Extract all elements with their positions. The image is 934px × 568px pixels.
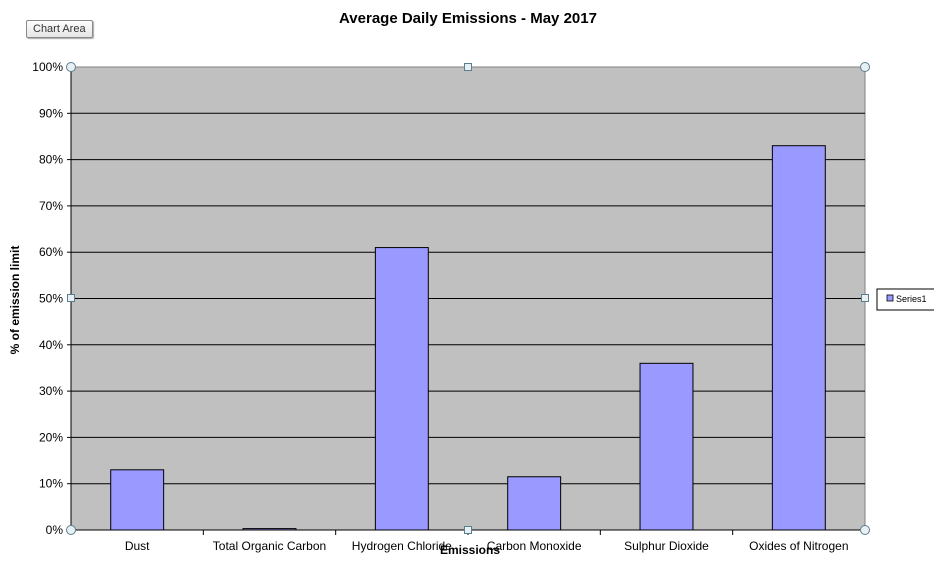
x-tick-label: Sulphur Dioxide: [624, 539, 709, 553]
x-axis-ticks: Dust Total Organic Carbon Hydrogen Chlorid…: [125, 530, 849, 553]
handle-top-right[interactable]: [860, 62, 870, 72]
chart-area-tooltip: Chart Area: [26, 20, 93, 38]
handle-bottom-middle[interactable]: [464, 526, 472, 534]
handle-middle-right[interactable]: [861, 294, 869, 302]
x-tick-label: Dust: [125, 539, 150, 553]
handle-middle-left[interactable]: [67, 294, 75, 302]
y-tick-label: 0%: [46, 523, 64, 537]
legend-label: Series1: [896, 294, 927, 304]
x-tick-label: Oxides of Nitrogen: [749, 539, 848, 553]
y-tick-label: 30%: [39, 384, 63, 398]
y-tick-label: 50%: [39, 292, 63, 306]
bars: [110, 145, 826, 531]
y-tick-label: 100%: [32, 60, 63, 74]
bar[interactable]: [639, 362, 694, 531]
y-tick-label: 90%: [39, 106, 63, 120]
x-axis-title: Emissions: [440, 543, 500, 557]
bar[interactable]: [374, 247, 429, 531]
y-tick-label: 20%: [39, 430, 63, 444]
legend[interactable]: Series1: [876, 288, 934, 311]
bar[interactable]: [507, 476, 562, 531]
chart-title: Average Daily Emissions - May 2017: [339, 10, 597, 27]
bar[interactable]: [771, 145, 826, 531]
handle-bottom-left[interactable]: [66, 525, 76, 535]
x-tick-label: Carbon Monoxide: [487, 539, 582, 553]
handle-bottom-right[interactable]: [860, 525, 870, 535]
y-tick-label: 80%: [39, 153, 63, 167]
legend-box: [876, 288, 934, 311]
y-tick-label: 70%: [39, 199, 63, 213]
legend-swatch: [886, 294, 894, 302]
y-tick-label: 40%: [39, 338, 63, 352]
y-axis-ticks: 0% 10% 20% 30% 40% 50% 60% 70% 80% 90% 100%: [32, 60, 71, 537]
selection-handles[interactable]: [66, 62, 870, 535]
gridlines: [71, 112, 865, 485]
y-axis-title: % of emission limit: [8, 246, 22, 355]
bar[interactable]: [110, 469, 165, 531]
y-tick-label: 10%: [39, 477, 63, 491]
x-tick-label: Total Organic Carbon: [213, 539, 326, 553]
handle-top-left[interactable]: [66, 62, 76, 72]
handle-top-middle[interactable]: [464, 63, 472, 71]
y-tick-label: 60%: [39, 245, 63, 259]
x-tick-label: Hydrogen Chloride: [352, 539, 452, 553]
